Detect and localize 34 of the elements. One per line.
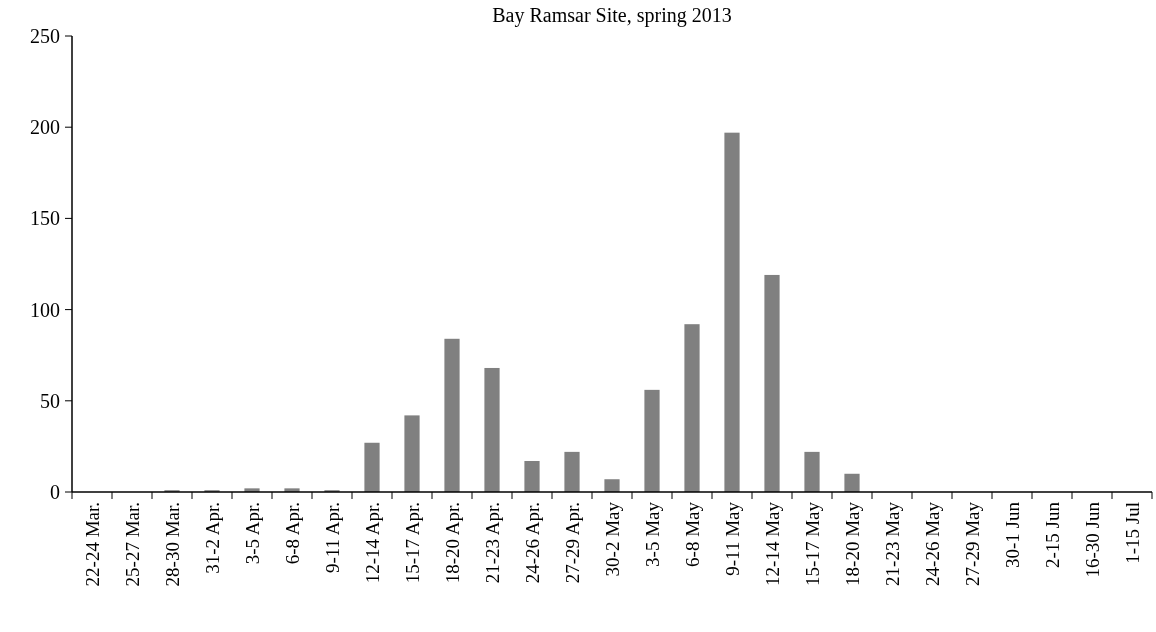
- y-tick-label: 50: [40, 389, 60, 412]
- x-tick-label: 16-30 Jun: [1081, 501, 1103, 578]
- x-tick-label: 21-23 May: [881, 501, 903, 586]
- y-tick-label: 0: [50, 481, 60, 503]
- x-tick-label: 30-2 May: [601, 501, 623, 577]
- x-tick-label: 25-27 Mar.: [121, 502, 143, 587]
- y-tick-label: 250: [30, 25, 60, 47]
- x-tick-label: 27-29 Apr.: [561, 502, 583, 584]
- x-tick-label: 1-15 Jul: [1121, 502, 1143, 564]
- x-tick-label: 18-20 May: [841, 501, 863, 586]
- x-tick-label: 30-1 Jun: [1001, 501, 1023, 568]
- x-tick-label: 3-5 May: [641, 501, 663, 567]
- x-tick-label: 3-5 Apr.: [241, 502, 263, 565]
- x-tick-label: 6-8 May: [681, 501, 703, 567]
- x-tick-label: 21-23 Apr.: [481, 502, 503, 584]
- x-tick-label: 28-30 Mar.: [161, 502, 183, 587]
- x-tick-label: 12-14 May: [761, 501, 783, 586]
- x-tick-label: 31-2 Apr.: [201, 502, 223, 574]
- x-tick-label: 18-20 Apr.: [441, 502, 463, 584]
- x-tick-label: 15-17 May: [801, 501, 823, 586]
- x-tick-label: 24-26 May: [921, 501, 943, 586]
- x-tick-label: 24-26 Apr.: [521, 502, 543, 584]
- x-tick-label: 9-11 May: [721, 501, 743, 576]
- y-tick-label: 100: [30, 298, 60, 321]
- x-tick-label: 9-11 Apr.: [321, 502, 343, 574]
- chart-title: Bay Ramsar Site, spring 2013: [492, 4, 732, 27]
- y-tick-label: 200: [30, 116, 60, 139]
- x-tick-label: 2-15 Jun: [1041, 501, 1063, 568]
- x-tick-label: 27-29 May: [961, 501, 983, 586]
- x-tick-label: 12-14 Apr.: [361, 502, 383, 584]
- x-tick-label: 6-8 Apr.: [281, 502, 303, 565]
- y-tick-label: 150: [30, 207, 60, 230]
- x-tick-label: 15-17 Apr.: [401, 502, 423, 584]
- x-tick-label: 22-24 Mar.: [81, 502, 103, 587]
